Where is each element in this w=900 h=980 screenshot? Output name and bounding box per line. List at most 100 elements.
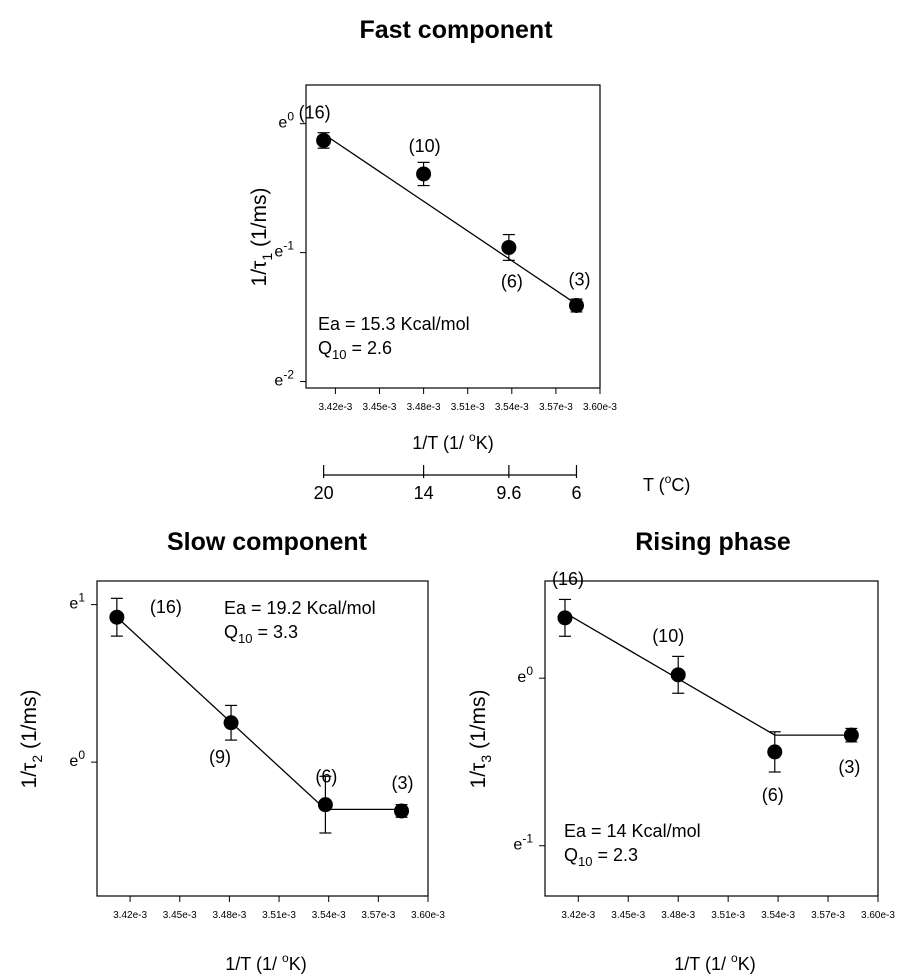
x-tick-label: 3.48e-3 (661, 910, 695, 921)
point-label: (3) (568, 269, 590, 289)
y-label-unit: (1/ms) (18, 690, 41, 755)
q10-annotation: Q10 = 2.3 (564, 845, 638, 869)
x-tick-label: 3.45e-3 (611, 910, 645, 921)
y-tick-label: e-1 (274, 239, 294, 261)
x-label-main: 1/T (1/ (412, 433, 469, 453)
y-label-unit: (1/ms) (248, 188, 271, 253)
point-marker (223, 715, 239, 731)
chart-0: Fast component 3.42e-3 3.45e-3 3.48e-3 3.51e… (248, 16, 690, 503)
point-marker (109, 609, 125, 625)
x-tick-label: 3.54e-3 (495, 402, 529, 413)
point-marker (568, 297, 584, 313)
q10-annotation: Q10 = 2.6 (318, 338, 392, 362)
q10-value: = 2.6 (346, 338, 392, 358)
x-label-unit: K) (738, 954, 756, 974)
y-tick-label: e-1 (513, 832, 533, 854)
q10-annotation: Q10 = 3.3 (224, 622, 298, 646)
point-marker (501, 239, 517, 255)
fit-line (116, 616, 402, 811)
y-tick-label: e1 (69, 591, 85, 613)
y-label-main: 1/τ (248, 260, 271, 287)
y-tick-exponent: 1 (78, 591, 85, 605)
y-tick-base: e (274, 244, 283, 261)
q10-subscript: 10 (578, 854, 592, 869)
plot-frame (96, 580, 429, 897)
x-tick-label: 3.51e-3 (262, 910, 296, 921)
x-tick-label: 3.57e-3 (811, 910, 845, 921)
temperature-tick-label: 20 (314, 483, 334, 503)
y-label-unit: (1/ms) (467, 690, 490, 755)
x-tick-label: 3.60e-3 (411, 910, 445, 921)
plot-frame (544, 580, 879, 897)
y-tick-label: e-2 (274, 368, 294, 390)
data-point: (6) (762, 731, 784, 805)
y-tick-exponent: 0 (78, 748, 85, 762)
point-label: (10) (409, 136, 441, 156)
q10-value: = 2.3 (592, 845, 638, 865)
ea-annotation: Ea = 19.2 Kcal/mol (224, 598, 376, 618)
ea-annotation: Ea = 15.3 Kcal/mol (318, 314, 470, 334)
y-label-subscript: 2 (29, 755, 45, 763)
y-tick-label: e0 (278, 110, 294, 132)
x-axis-label: 1/T (1/ oK) (674, 951, 755, 974)
x-tick-label: 3.54e-3 (761, 910, 795, 921)
point-label: (3) (392, 773, 414, 793)
x-axis-label: 1/T (1/ oK) (225, 951, 306, 974)
fit-line (323, 133, 577, 305)
data-point: (6) (501, 233, 523, 291)
data-point: (6) (315, 767, 337, 834)
x-tick-label: 3.54e-3 (312, 910, 346, 921)
temperature-axis: 20 14 9.6 6 T (oC) (314, 465, 690, 503)
data-point: (16) (299, 102, 332, 149)
y-tick-base: e (69, 596, 78, 613)
point-label: (9) (209, 747, 231, 767)
y-axis-label: 1/τ3 (1/ms) (467, 690, 494, 789)
chart-title: Rising phase (635, 528, 791, 556)
x-tick-label: 3.42e-3 (113, 910, 147, 921)
x-label-unit: K) (289, 954, 307, 974)
x-label-unit: K) (476, 433, 494, 453)
chart-2: Rising phase 3.42e-3 3.45e-3 3.48e-3 3.51e-3… (467, 528, 895, 974)
point-marker (843, 727, 859, 743)
x-tick-label: 3.42e-3 (318, 402, 352, 413)
temperature-label-degree: o (665, 472, 672, 486)
y-tick-exponent: -2 (283, 368, 294, 382)
point-marker (416, 166, 432, 182)
ea-annotation: Ea = 14 Kcal/mol (564, 821, 701, 841)
temperature-axis-label: T (oC) (643, 472, 690, 495)
q10-symbol: Q (564, 845, 578, 865)
x-tick-label: 3.42e-3 (561, 910, 595, 921)
y-tick-exponent: 0 (526, 664, 533, 678)
data-point: (9) (209, 704, 239, 767)
temperature-tick-label: 9.6 (496, 483, 521, 503)
y-label-subscript: 3 (478, 755, 494, 763)
data-point: (3) (392, 773, 414, 819)
data-point: (10) (652, 626, 686, 694)
fit-line (564, 612, 852, 736)
temperature-label-unit: C) (671, 475, 690, 495)
x-tick-label: 3.60e-3 (861, 910, 895, 921)
chart-title: Slow component (167, 528, 368, 556)
x-tick-label: 3.57e-3 (361, 910, 395, 921)
data-point: (16) (109, 597, 182, 637)
point-label: (3) (838, 757, 860, 777)
temperature-label-main: T ( (643, 475, 665, 495)
y-tick-exponent: -1 (522, 832, 533, 846)
x-tick-label: 3.45e-3 (163, 910, 197, 921)
y-axis-label: 1/τ1 (1/ms) (248, 188, 275, 287)
data-point: (10) (409, 136, 441, 187)
y-tick-base: e (513, 837, 522, 854)
y-tick-exponent: -1 (283, 239, 294, 253)
temperature-tick-label: 6 (571, 483, 581, 503)
temperature-tick-label: 14 (414, 483, 434, 503)
q10-value: = 3.3 (252, 622, 298, 642)
chart-1: Slow component 3.42e-3 3.45e-3 3.48e-3 3.51e… (18, 528, 445, 974)
x-tick-label: 3.57e-3 (539, 402, 573, 413)
x-tick-label: 3.51e-3 (711, 910, 745, 921)
x-tick-label: 3.48e-3 (212, 910, 246, 921)
chart-title: Fast component (359, 16, 553, 44)
x-tick-label: 3.60e-3 (583, 402, 617, 413)
point-marker (670, 667, 686, 683)
y-tick-base: e (69, 753, 78, 770)
y-axis-label: 1/τ2 (1/ms) (18, 690, 45, 789)
